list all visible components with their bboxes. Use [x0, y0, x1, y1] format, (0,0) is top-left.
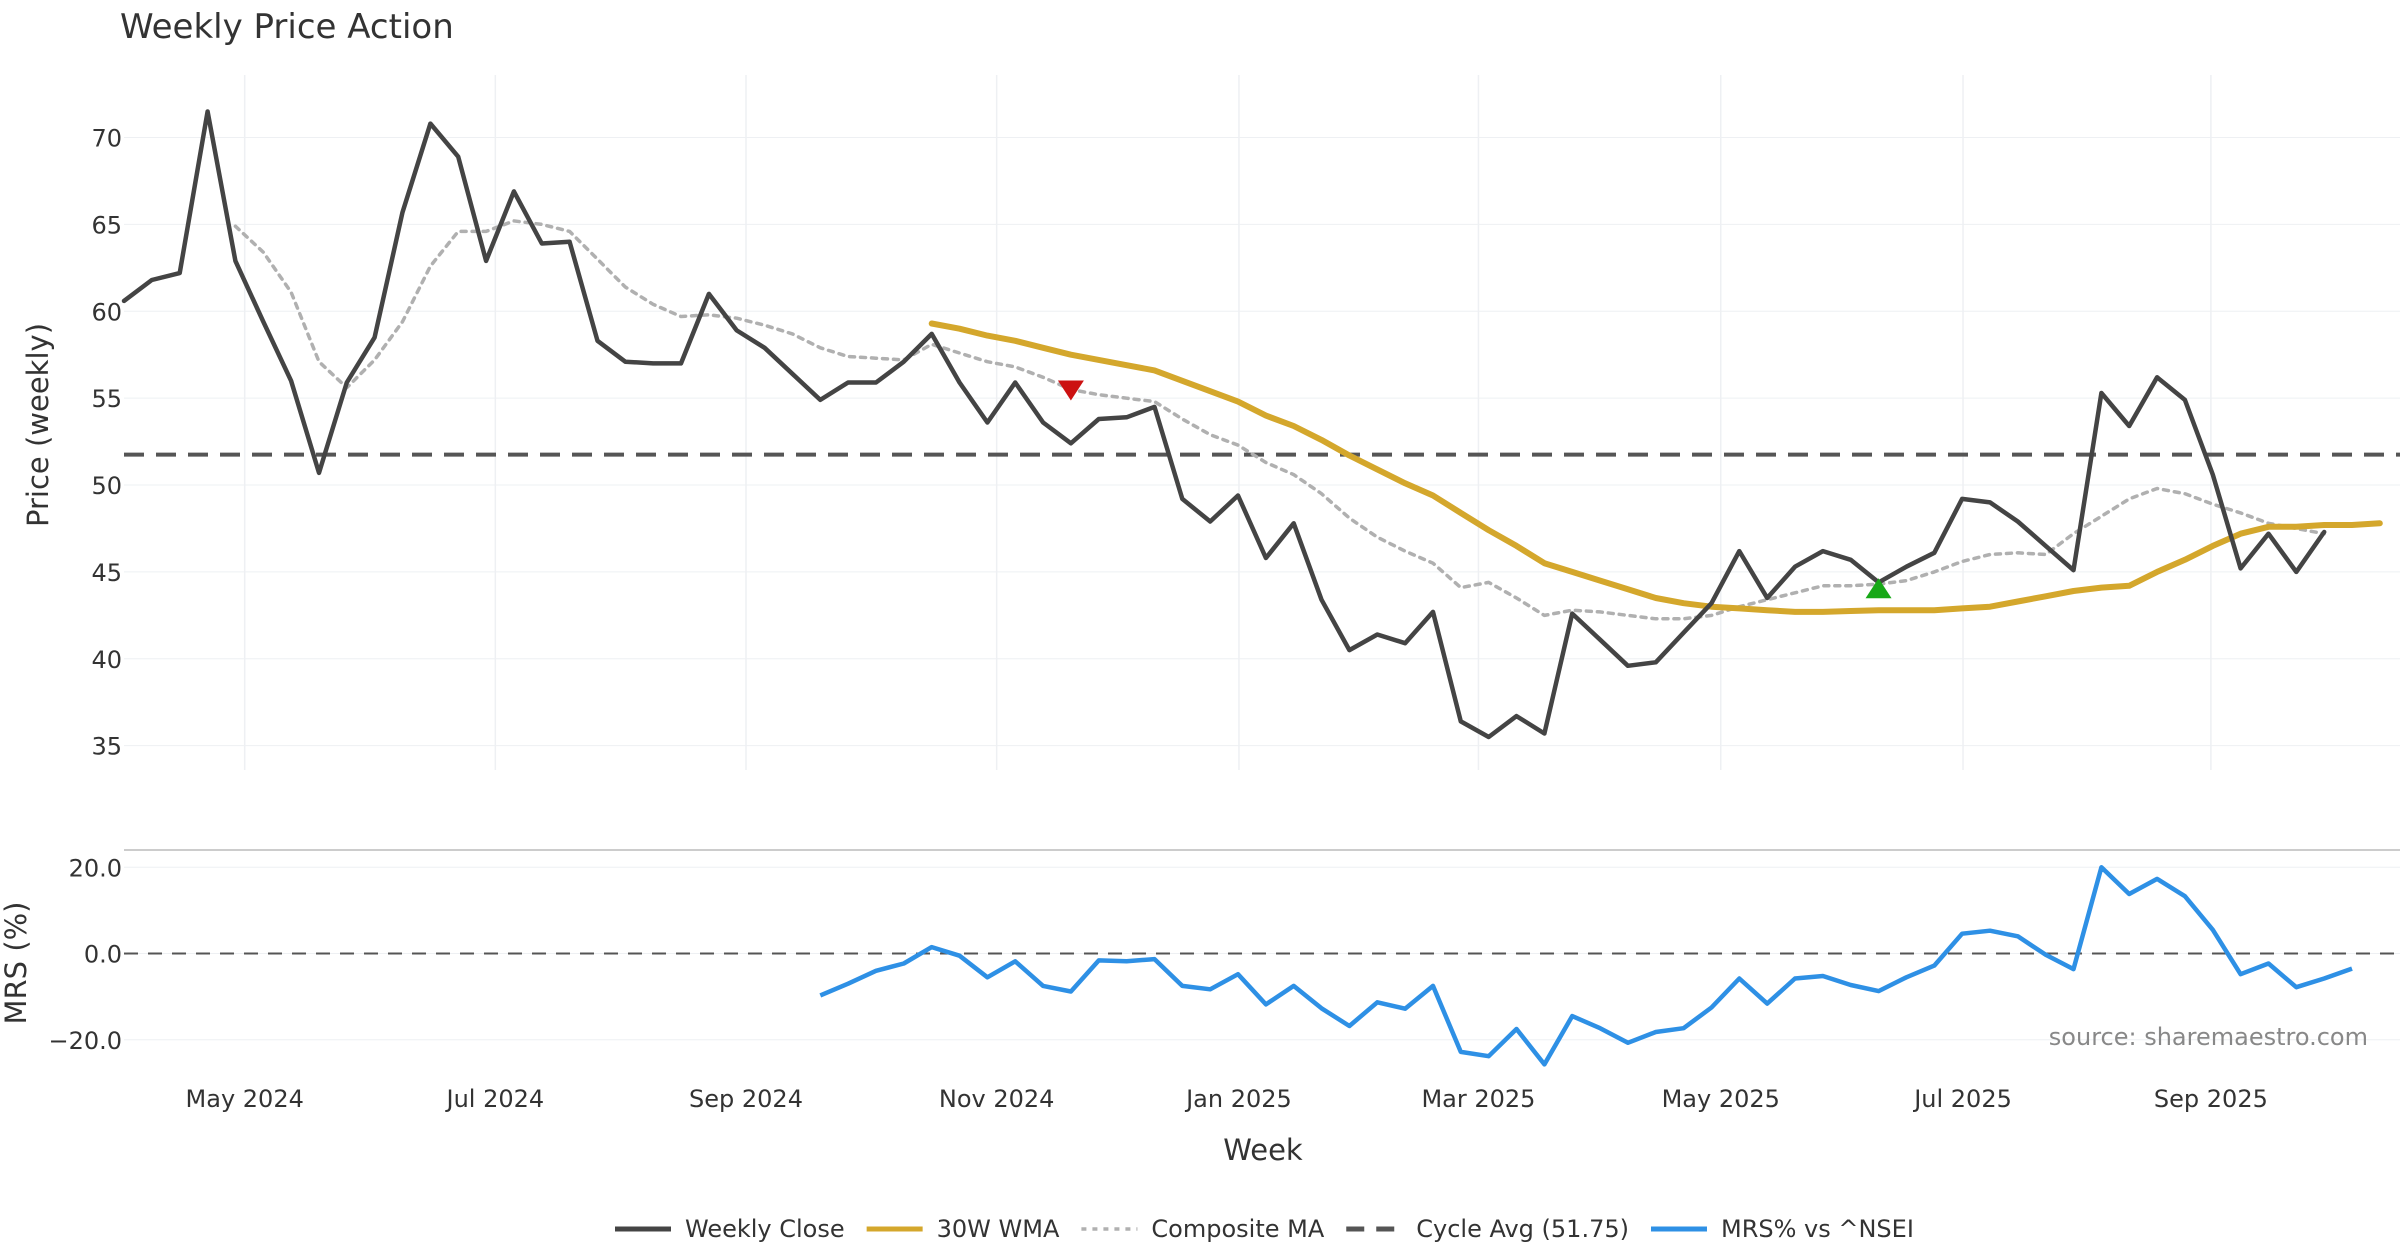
x-tick-label: Sep 2024 [689, 1085, 803, 1113]
legend-label-close: Weekly Close [685, 1215, 845, 1243]
composite-ma-line [233, 219, 2326, 621]
mrs-y-tick-label: 20.0 [69, 854, 122, 882]
mrs-line [819, 865, 2353, 1067]
x-tick-label: May 2025 [1662, 1085, 1780, 1113]
price-y-tick-label: 65 [91, 211, 122, 239]
x-tick-label: Jul 2025 [1912, 1085, 2012, 1113]
wma-30w-line [928, 320, 2383, 615]
weekly-close-line [121, 109, 2327, 740]
grid-layer [124, 75, 2400, 1041]
legend-label-composite: Composite MA [1151, 1215, 1324, 1243]
mrs-y-tick-label: 0.0 [84, 941, 122, 969]
legend-label-wma: 30W WMA [937, 1215, 1060, 1243]
price-y-tick-label: 50 [91, 472, 122, 500]
x-tick-label: Nov 2024 [939, 1085, 1055, 1113]
reference-lines [124, 452, 2400, 955]
x-tick-label: May 2024 [186, 1085, 304, 1113]
signal-markers [1057, 380, 1892, 599]
price-y-tick-label: 35 [91, 733, 122, 761]
x-tick-label: Jul 2024 [445, 1085, 545, 1113]
mrs-axis-label: MRS (%) [0, 902, 33, 1025]
x-tick-label: Mar 2025 [1421, 1085, 1535, 1113]
price-y-tick-label: 60 [91, 298, 122, 326]
price-y-tick-label: 70 [91, 125, 122, 153]
x-tick-label: Sep 2025 [2154, 1085, 2268, 1113]
buy-signal-marker [1865, 578, 1892, 599]
price-y-tick-label: 40 [91, 646, 122, 674]
legend-label-cycle: Cycle Avg (51.75) [1416, 1215, 1629, 1243]
series-layer [121, 109, 2383, 1067]
legend-label-mrs: MRS% vs ^NSEI [1721, 1215, 1914, 1243]
price-y-tick-label: 45 [91, 559, 122, 587]
sell-signal-marker [1057, 380, 1084, 401]
price-y-tick-label: 55 [91, 385, 122, 413]
legend: Weekly Close 30W WMA Composite MA Cycle Avg… [615, 1215, 1914, 1243]
x-axis-label: Week [1223, 1133, 1303, 1167]
x-tick-label: Jan 2025 [1184, 1085, 1292, 1113]
mrs-y-tick-label: −20.0 [48, 1027, 122, 1055]
tick-labels: May 2024 Jul 2024 Sep 2024 Nov 2024 Jan 2025… [48, 125, 2267, 1113]
source-annotation: source: sharemaestro.com [2049, 1023, 2368, 1051]
chart-title: Weekly Price Action [120, 7, 454, 47]
price-axis-label: Price (weekly) [21, 323, 55, 527]
